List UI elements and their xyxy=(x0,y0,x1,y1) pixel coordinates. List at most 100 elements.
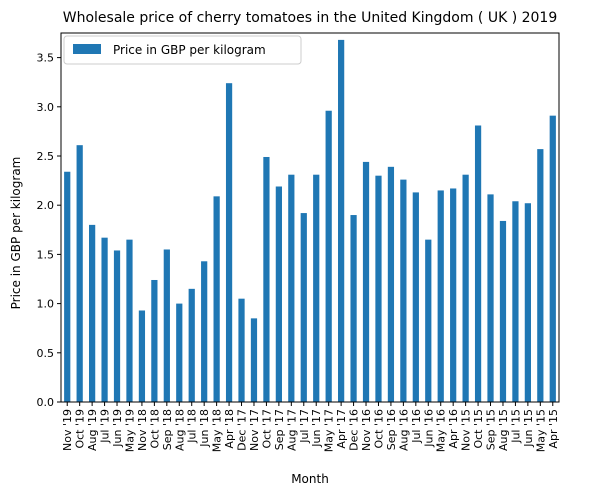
x-tick-label: Oct '18 xyxy=(148,409,161,449)
x-tick-label: Jun '16 xyxy=(422,409,435,448)
y-tick-label: 3.0 xyxy=(37,101,55,114)
x-tick-label: Jun '17 xyxy=(310,409,323,448)
y-tick-label: 0.0 xyxy=(37,396,55,409)
x-tick-label: Dec '16 xyxy=(348,409,361,451)
bar xyxy=(537,149,544,402)
x-tick-label: Jun '15 xyxy=(522,409,535,448)
bar xyxy=(101,237,108,402)
y-tick-label: 3.5 xyxy=(37,52,55,65)
x-tick-label: Aug '19 xyxy=(86,409,99,451)
bar xyxy=(275,186,282,402)
bar xyxy=(350,215,357,402)
bar xyxy=(138,310,146,402)
bar xyxy=(325,110,332,403)
y-tick-label: 2.0 xyxy=(37,199,55,212)
legend-swatch xyxy=(73,44,101,54)
bar xyxy=(412,192,419,402)
x-tick-label: Apr '16 xyxy=(447,409,460,449)
x-tick-label: Nov '16 xyxy=(360,409,373,451)
x-tick-label: Jun '18 xyxy=(198,409,211,448)
x-tick-label: Oct '16 xyxy=(372,409,385,449)
bar xyxy=(387,166,395,402)
bar xyxy=(450,188,457,402)
x-tick-label: Nov '19 xyxy=(61,409,74,451)
bar xyxy=(250,318,258,402)
bar xyxy=(188,288,195,402)
x-tick-label: Jul '19 xyxy=(99,409,112,444)
x-tick-label: Jul '17 xyxy=(298,409,311,444)
x-tick-label: May '16 xyxy=(435,409,448,452)
x-tick-label: Sep '18 xyxy=(161,409,174,450)
bar xyxy=(375,175,382,402)
x-tick-label: Aug '15 xyxy=(497,409,510,451)
bar xyxy=(499,220,507,402)
x-tick-label: Oct '15 xyxy=(472,409,485,449)
bar xyxy=(300,213,307,402)
x-tick-label: Nov '15 xyxy=(460,409,473,451)
x-tick-label: Oct '19 xyxy=(74,409,87,449)
bar xyxy=(524,203,531,402)
x-tick-label: Sep '16 xyxy=(385,409,398,450)
x-tick-label: Sep '15 xyxy=(485,409,498,450)
x-tick-label: Aug '17 xyxy=(285,409,298,451)
bar xyxy=(89,224,96,402)
bar xyxy=(201,261,208,402)
x-tick-label: Aug '16 xyxy=(397,409,410,451)
bar xyxy=(213,196,220,402)
x-tick-label: May '15 xyxy=(534,409,547,452)
x-tick-label: Nov '18 xyxy=(136,409,149,451)
x-tick-label: May '18 xyxy=(211,409,224,452)
x-tick-label: Dec '17 xyxy=(236,409,249,451)
x-tick-label: Nov '17 xyxy=(248,409,261,451)
bar xyxy=(362,161,370,402)
y-axis-label: Price in GBP per kilogram xyxy=(9,157,23,310)
legend-label: Price in GBP per kilogram xyxy=(113,43,266,57)
bar xyxy=(76,145,83,402)
bar xyxy=(487,194,494,402)
x-tick-label: May '17 xyxy=(323,409,336,452)
bar xyxy=(238,298,245,402)
bar xyxy=(151,279,158,402)
x-tick-label: Apr '15 xyxy=(547,409,560,449)
bar xyxy=(549,115,556,402)
x-tick-label: Jun '19 xyxy=(111,409,124,448)
bar xyxy=(400,179,407,402)
x-axis-label: Month xyxy=(291,472,329,486)
y-axis-ticks: 0.0 0.5 1.0 1.5 2.0 2.5 3.0 3.5 xyxy=(37,52,61,409)
x-tick-label: Jul '16 xyxy=(410,409,423,444)
chart-title: Wholesale price of cherry tomatoes in th… xyxy=(63,10,558,26)
x-tick-label: May '19 xyxy=(123,409,136,452)
y-tick-label: 1.0 xyxy=(37,298,55,311)
bar xyxy=(288,174,295,402)
x-tick-label: Jul '18 xyxy=(186,409,199,444)
bar xyxy=(176,303,183,402)
x-tick-label: Jul '15 xyxy=(509,409,522,444)
bar xyxy=(425,239,432,402)
bar xyxy=(313,174,320,402)
y-tick-label: 1.5 xyxy=(37,248,55,261)
x-axis-ticks: Nov '19 Oct '19 Aug '19 Jul '19 Jun '19 May '… xyxy=(61,402,560,452)
y-tick-label: 0.5 xyxy=(37,347,55,360)
bar xyxy=(462,174,469,402)
bar xyxy=(163,249,170,402)
y-tick-label: 2.5 xyxy=(37,150,55,163)
bar xyxy=(512,201,519,402)
bars-group xyxy=(64,39,556,403)
bar xyxy=(126,239,133,402)
x-tick-label: Oct '17 xyxy=(260,409,273,449)
bar xyxy=(474,125,482,402)
bar xyxy=(263,156,270,402)
bar xyxy=(225,83,233,403)
x-tick-label: Aug '18 xyxy=(173,409,186,451)
bar xyxy=(437,190,444,402)
bar xyxy=(64,171,71,402)
legend: Price in GBP per kilogram xyxy=(63,35,302,65)
x-tick-label: Apr '17 xyxy=(335,409,348,449)
legend-box xyxy=(63,35,302,65)
x-tick-label: Sep '17 xyxy=(273,409,286,450)
plot-frame xyxy=(60,32,560,403)
bar xyxy=(113,250,121,402)
x-tick-label: Apr '18 xyxy=(223,409,236,449)
bar xyxy=(338,39,345,402)
